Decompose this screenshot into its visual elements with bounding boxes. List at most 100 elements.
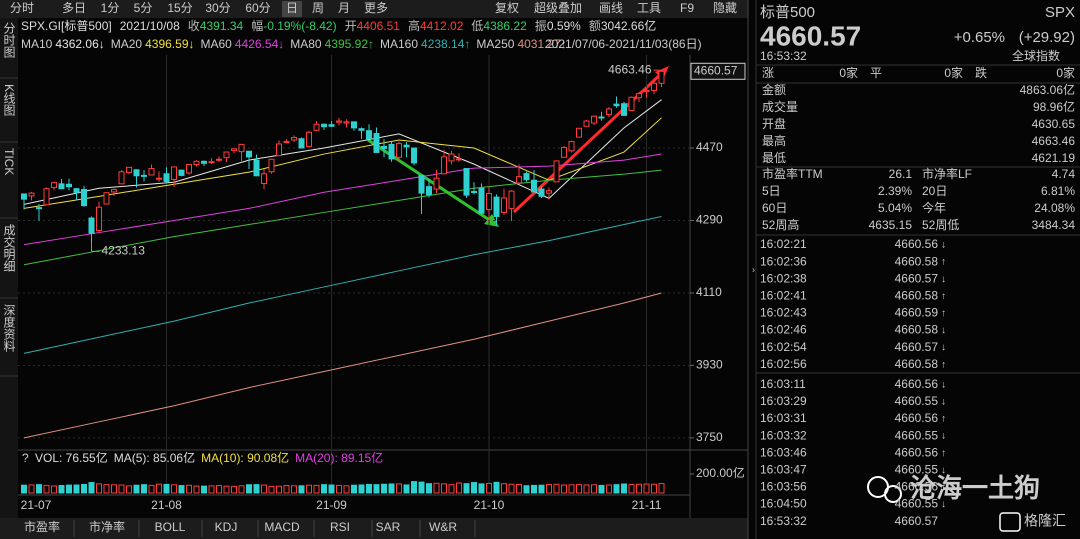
volume-bar — [298, 485, 305, 494]
toolbar-tab[interactable]: 5分 — [134, 1, 153, 15]
bottom-tab[interactable]: RSI — [330, 520, 350, 534]
ma-line — [23, 153, 662, 246]
volume-bar — [126, 485, 132, 494]
stat-value: 3484.34 — [1032, 218, 1076, 232]
watermark-logo: 格隆汇 — [1024, 513, 1066, 529]
legend-value: 4362.06↓ — [55, 37, 104, 51]
candle-body — [43, 188, 50, 206]
candle-body — [111, 188, 117, 193]
volume-bar — [538, 484, 545, 494]
stat-label: 20日 — [922, 184, 947, 198]
candle-body — [606, 108, 612, 116]
candle-body — [651, 82, 657, 91]
candle-body — [576, 127, 582, 138]
candle-body — [118, 171, 125, 185]
bottom-tab[interactable]: BOLL — [155, 520, 186, 534]
toolbar-button[interactable]: 工具 — [637, 1, 661, 15]
candle-body — [418, 174, 425, 194]
candle-body — [553, 160, 560, 183]
toolbar-tab[interactable]: 15分 — [167, 1, 192, 15]
ma-line — [23, 215, 662, 354]
volume-bar — [433, 482, 440, 494]
candle-body — [96, 206, 102, 232]
toolbar-tab[interactable]: 多日 — [62, 1, 86, 15]
side-tab[interactable]: 成交明细 — [2, 224, 16, 272]
toolbar-tab[interactable]: 日 — [286, 1, 298, 15]
volume-legend-item: MA(10): 90.08亿 — [201, 450, 289, 465]
bottom-tab[interactable]: MACD — [264, 520, 300, 534]
candle-body — [643, 89, 650, 93]
stat-value: 4.74 — [1052, 167, 1076, 181]
candle-body — [583, 120, 590, 127]
legend-name: MA80 — [290, 37, 322, 51]
y-tick-label: 3750 — [696, 430, 723, 444]
summary-value: 4621.19 — [1032, 151, 1076, 165]
toolbar-button[interactable]: 隐藏 — [713, 1, 737, 15]
volume-bar — [51, 485, 57, 494]
toolbar-tab[interactable]: 更多 — [364, 1, 388, 15]
tick-time: 16:53:32 — [760, 514, 807, 528]
volume-bar — [268, 485, 275, 494]
volume-bar — [148, 484, 155, 494]
candle-body — [253, 159, 260, 177]
breadth-label: 跌 — [975, 65, 987, 80]
toolbar-button[interactable]: 画线 — [599, 1, 623, 15]
toolbar-tab[interactable]: 60分 — [245, 1, 270, 15]
toolbar-tab[interactable]: 周 — [312, 1, 324, 15]
candle-body — [51, 182, 57, 188]
quote-code: SPX — [1045, 4, 1075, 21]
volume-bar — [73, 484, 80, 494]
tick-time: 16:02:54 — [760, 340, 807, 354]
candle-body — [628, 96, 635, 112]
tick-time: 16:02:41 — [760, 288, 807, 302]
toolbar-tab[interactable]: 30分 — [205, 1, 230, 15]
tick-price: 4660.56 — [895, 237, 939, 251]
tick-direction: ↑ — [941, 291, 946, 302]
legend-value: 4238.14↑ — [421, 37, 470, 51]
candle-body — [463, 168, 470, 196]
x-tick-label: 21-10 — [474, 498, 505, 512]
side-tab[interactable]: 深度资料 — [2, 304, 16, 352]
candle-body — [538, 188, 545, 197]
volume-bar — [118, 484, 125, 494]
side-tab[interactable]: TICK — [2, 148, 16, 175]
toolbar-tab[interactable]: 1分 — [101, 1, 120, 15]
side-tab[interactable]: 分时图 — [2, 22, 16, 58]
volume-bar — [598, 484, 605, 494]
candle-body — [313, 123, 320, 131]
toolbar-button[interactable]: F9 — [680, 1, 694, 15]
stat-label: 市净率LF — [922, 166, 972, 181]
toolbar-tab[interactable]: 分时 — [10, 1, 34, 15]
tick-price: 4660.57 — [895, 340, 939, 354]
bottom-tab[interactable]: 市盈率 — [24, 519, 60, 534]
tick-price: 4660.55 — [895, 428, 939, 442]
volume-bar — [343, 485, 350, 494]
toolbar-tab[interactable]: 月 — [338, 1, 350, 15]
x-tick-label: 21-07 — [21, 498, 52, 512]
candle-body — [613, 103, 620, 107]
volume-bar — [471, 482, 477, 494]
volume-bar — [486, 483, 492, 494]
tick-direction: ↓ — [941, 342, 946, 353]
bottom-tab[interactable]: SAR — [376, 520, 401, 534]
bottom-tab[interactable]: KDJ — [215, 520, 238, 534]
header-item: 开 — [345, 19, 357, 33]
volume-legend-item: VOL: 76.55亿 — [35, 450, 108, 465]
tick-direction: ↑ — [941, 482, 946, 493]
toolbar-button[interactable]: 复权 — [495, 1, 519, 15]
bottom-tab[interactable]: 市净率 — [89, 519, 125, 534]
toolbar-button[interactable]: 超级叠加 — [534, 0, 582, 15]
legend-name: MA10 — [21, 37, 53, 51]
side-tab[interactable]: K线图 — [2, 84, 16, 116]
volume-bar — [253, 484, 260, 494]
candle-body — [186, 164, 192, 174]
summary-label: 开盘 — [762, 116, 786, 131]
candle-body — [546, 190, 552, 194]
high-label: 4663.46 — [608, 62, 652, 76]
tick-price: 4660.58 — [895, 357, 939, 371]
volume-bar — [178, 485, 185, 494]
volume-bar — [426, 483, 432, 494]
collapse-handle[interactable]: › — [752, 264, 755, 274]
bottom-tab[interactable]: W&R — [429, 520, 457, 534]
